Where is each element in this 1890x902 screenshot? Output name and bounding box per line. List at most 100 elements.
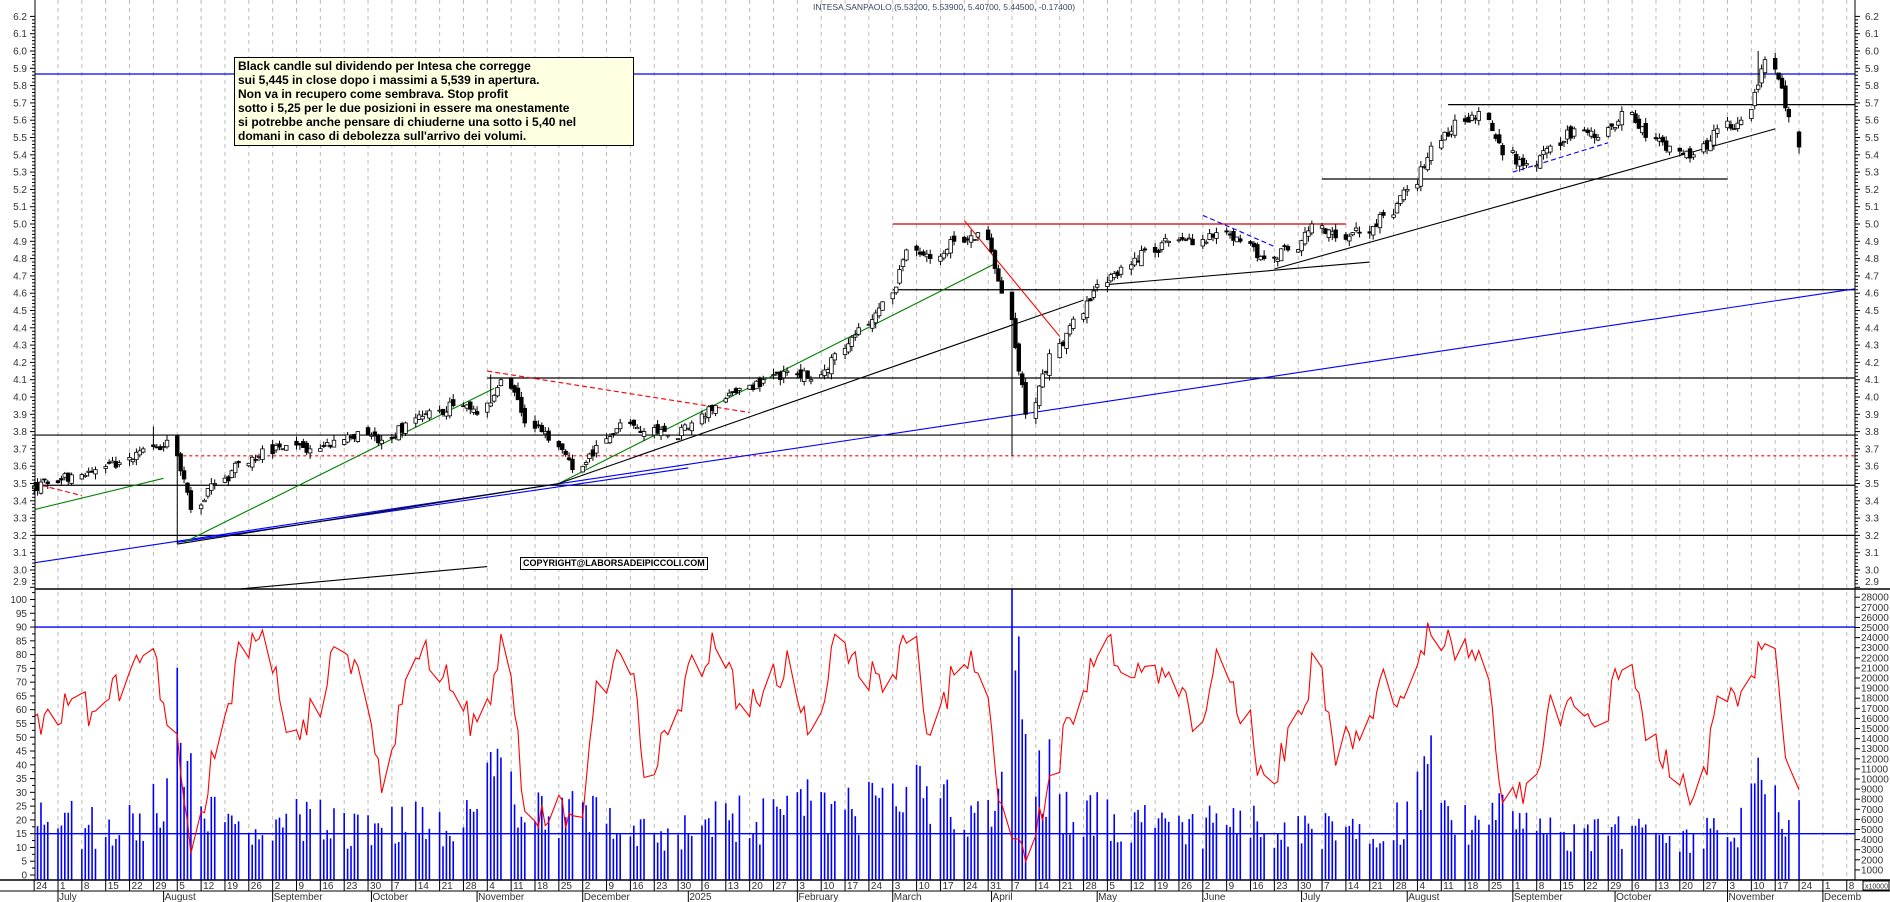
candle-up [1755, 84, 1761, 90]
price-tick-label: 4.1 [13, 375, 27, 386]
price-tick-label: 3.5 [13, 479, 27, 490]
candle-up [1278, 248, 1284, 262]
candle-up [379, 439, 384, 445]
volume-tick-label: 4000 [1861, 835, 1884, 846]
x-tick-label: 3 [1730, 881, 1736, 892]
candle-up [897, 269, 902, 284]
x-tick-label: 14 [1038, 881, 1050, 892]
x-tick-label: 7 [394, 881, 400, 892]
candle-up [832, 353, 838, 361]
osc-tick-label: 70 [16, 678, 28, 689]
candle-up [1401, 189, 1407, 201]
candle-up [403, 422, 408, 434]
price-tick-label: 4.4 [13, 323, 27, 334]
month-label: November [1729, 892, 1776, 902]
candle-up [1094, 284, 1100, 288]
candle-down [365, 427, 371, 436]
candle-down [1592, 133, 1597, 139]
candle-up [83, 474, 88, 477]
candle-up [273, 445, 279, 451]
osc-tick-label: 30 [16, 788, 28, 799]
x-tick-label: 9 [299, 881, 305, 892]
candle-down [45, 481, 50, 484]
candle-up [69, 474, 74, 484]
x-tick-label: 4 [489, 881, 495, 892]
candle-up [1561, 140, 1567, 143]
volume-tick-label: 15000 [1861, 724, 1889, 735]
x-tick-label: 7 [1014, 881, 1020, 892]
candle-up [250, 456, 255, 468]
price-tick-label: 3.6 [13, 462, 27, 473]
candle-up [761, 379, 766, 384]
x-tick-label: 16 [322, 881, 334, 892]
x-tick-label: 10 [919, 881, 931, 892]
price-tick-label: 3.8 [13, 427, 27, 438]
candle-up [1612, 127, 1618, 130]
price-levels [35, 73, 1855, 537]
price-tick-label: 6.0 [1865, 47, 1879, 58]
note-line: sui 5,445 in close dopo i massimi a 5,53… [238, 73, 540, 87]
candle-down [1016, 343, 1022, 372]
candle-down [1663, 140, 1669, 151]
candle-down [1261, 255, 1267, 260]
price-tick-label: 4.8 [1865, 254, 1879, 265]
candle-up [331, 439, 337, 448]
x-tick-label: 3 [799, 881, 805, 892]
x-tick-label: 23 [656, 881, 668, 892]
x-tick-label: 15 [1563, 881, 1575, 892]
osc-tick-label: 80 [16, 650, 28, 661]
x-tick-label: 16 [1253, 881, 1265, 892]
candle-up [1309, 223, 1315, 234]
candle-up [781, 370, 786, 379]
candle-up [1524, 163, 1529, 166]
candle-up [876, 307, 882, 317]
price-tick-label: 3.9 [13, 410, 27, 421]
osc-tick-label: 90 [16, 623, 28, 634]
price-tick-label: 5.2 [13, 185, 27, 196]
candle-down [474, 411, 480, 415]
candle-up [1176, 239, 1182, 242]
price-tick-label: 5.4 [13, 150, 27, 161]
price-tick-label: 4.3 [13, 341, 27, 352]
candle-up [1071, 318, 1076, 329]
x-tick-label: 18 [537, 881, 549, 892]
x-tick-label: 24 [871, 881, 883, 892]
candle-down [1520, 157, 1526, 166]
volume-tick-label: 16000 [1861, 714, 1889, 725]
price-tick-label: 4.0 [13, 393, 27, 404]
x-tick-label: 21 [442, 881, 454, 892]
candle-up [1595, 137, 1601, 141]
candle-down [1486, 112, 1492, 120]
trendline [1202, 214, 1275, 247]
price-tick-label: 4.9 [1865, 237, 1879, 248]
price-tick-label: 4.2 [13, 358, 27, 369]
candle-up [1105, 282, 1110, 287]
candle-down [1231, 231, 1236, 241]
osc-tick-label: 75 [16, 664, 28, 675]
candle-up [1418, 166, 1424, 187]
candle-down [1500, 144, 1505, 156]
candle-down [151, 444, 156, 448]
candle-down [178, 453, 183, 472]
candle-down [1255, 244, 1260, 259]
x-tick-label: 29 [1610, 881, 1622, 892]
candle-down [1636, 118, 1642, 129]
candle-up [1405, 188, 1410, 192]
candle-up [127, 457, 132, 461]
note-line: si potrebbe anche pensare di chiuderne u… [238, 115, 577, 129]
candle-down [566, 457, 572, 461]
candle-down [611, 433, 616, 436]
x-tick-label: 9 [1229, 881, 1235, 892]
candle-up [1452, 119, 1458, 136]
price-tick-label: 6.2 [13, 12, 27, 23]
x-tick-label: 6 [1634, 881, 1640, 892]
note-line: sotto i 5,25 per le due posizioni in ess… [238, 101, 570, 115]
candle-up [198, 504, 204, 510]
candle-down [655, 424, 660, 434]
price-tick-label: 3.1 [1865, 548, 1879, 559]
x-tick-label: 1 [1515, 881, 1521, 892]
osc-tick-label: 45 [16, 747, 28, 758]
candle-down [999, 280, 1004, 294]
price-tick-label: 4.7 [1865, 271, 1879, 282]
month-label: September [1514, 892, 1564, 902]
